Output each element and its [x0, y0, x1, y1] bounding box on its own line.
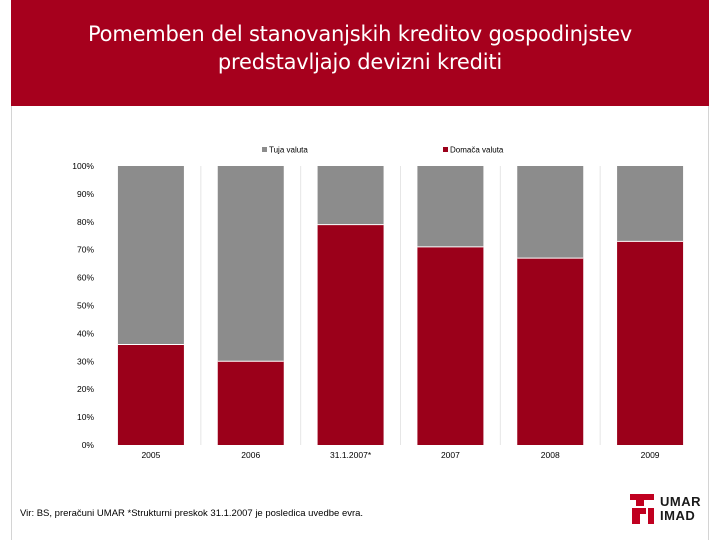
- x-category-label: 31.1.2007*: [330, 450, 372, 460]
- bar-domestic-currency: [617, 241, 684, 445]
- legend-label: Tuja valuta: [269, 146, 308, 155]
- legend-swatch: [262, 147, 267, 152]
- umar-logo-mark-icon: [630, 494, 654, 524]
- y-tick-label: 0%: [82, 440, 95, 450]
- title-banner: Pomemben del stanovanjskih kreditov gosp…: [11, 0, 709, 106]
- bar-foreign-currency: [217, 166, 284, 362]
- y-tick-label: 50%: [77, 301, 94, 311]
- y-tick-label: 30%: [77, 356, 94, 366]
- bar-domestic-currency: [317, 224, 384, 445]
- bar-foreign-currency: [317, 166, 384, 225]
- legend-swatch: [443, 147, 448, 152]
- source-note: Vir: BS, preračuni UMAR *Strukturni pres…: [20, 508, 364, 519]
- bar-domestic-currency: [417, 246, 484, 445]
- bar-foreign-currency: [117, 166, 184, 345]
- x-category-label: 2006: [241, 450, 260, 460]
- bar-foreign-currency: [517, 166, 584, 259]
- x-category-label: 2005: [141, 450, 160, 460]
- chart-title-line-1: Pomemben del stanovanjskih kreditov gosp…: [87, 22, 633, 46]
- y-tick-label: 60%: [77, 273, 94, 283]
- y-tick-label: 20%: [77, 384, 94, 394]
- x-category-label: 2009: [641, 450, 660, 460]
- y-tick-label: 100%: [72, 161, 94, 171]
- logo-text-imad: IMAD: [660, 508, 696, 523]
- bar-foreign-currency: [617, 166, 684, 242]
- bar-foreign-currency: [417, 166, 484, 247]
- y-tick-label: 90%: [77, 189, 94, 199]
- legend-label: Domača valuta: [450, 146, 504, 155]
- chart-title-line-2: predstavljajo devizni krediti: [217, 50, 503, 74]
- y-tick-label: 80%: [77, 217, 94, 227]
- bar-domestic-currency: [217, 361, 284, 445]
- x-category-label: 2007: [441, 450, 460, 460]
- x-category-label: 2008: [541, 450, 560, 460]
- logo-text-umar: UMAR: [660, 494, 701, 509]
- y-tick-label: 40%: [77, 328, 94, 338]
- y-tick-label: 10%: [77, 412, 94, 422]
- bar-domestic-currency: [117, 344, 184, 445]
- y-tick-label: 70%: [77, 245, 94, 255]
- umar-imad-logo: UMAR IMAD: [626, 492, 706, 526]
- chart-panel-frame: [11, 106, 709, 540]
- bar-domestic-currency: [517, 258, 584, 445]
